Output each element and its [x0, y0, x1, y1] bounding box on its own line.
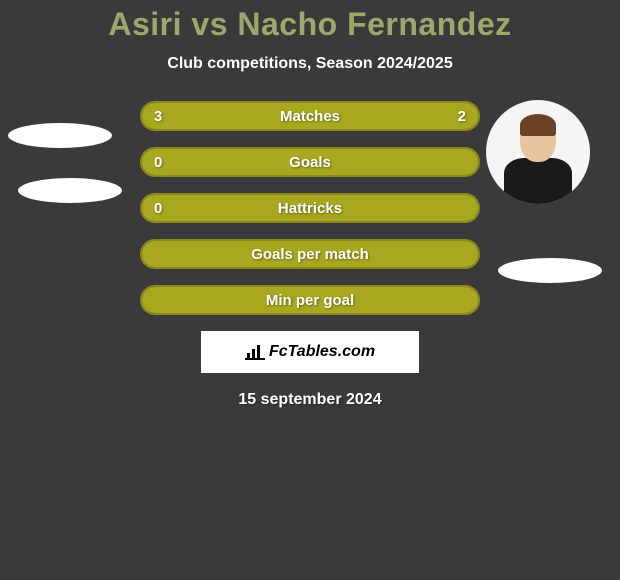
stat-left-value: 0 — [154, 200, 162, 217]
stat-label: Matches — [280, 108, 340, 125]
stat-label: Hattricks — [278, 200, 342, 217]
stat-label: Goals — [289, 154, 331, 171]
stats-area: 3 Matches 2 0 Goals 0 Hattricks Goals pe… — [0, 101, 620, 315]
stat-row-matches: 3 Matches 2 — [140, 101, 480, 131]
stat-row-min-per-goal: Min per goal — [140, 285, 480, 315]
stat-label: Goals per match — [251, 246, 369, 263]
stat-row-goals-per-match: Goals per match — [140, 239, 480, 269]
stat-row-hattricks: 0 Hattricks — [140, 193, 480, 223]
page-title: Asiri vs Nacho Fernandez — [0, 0, 620, 43]
stat-left-value: 3 — [154, 108, 162, 125]
stat-label: Min per goal — [266, 292, 354, 309]
bar-chart-icon — [245, 344, 265, 360]
page-subtitle: Club competitions, Season 2024/2025 — [0, 55, 620, 73]
stat-row-goals: 0 Goals — [140, 147, 480, 177]
date-text: 15 september 2024 — [0, 391, 620, 409]
logo-text: FcTables.com — [269, 343, 375, 361]
comparison-infographic: Asiri vs Nacho Fernandez Club competitio… — [0, 0, 620, 580]
stat-left-value: 0 — [154, 154, 162, 171]
logo-box: FcTables.com — [201, 331, 419, 373]
stat-right-value: 2 — [458, 108, 466, 125]
